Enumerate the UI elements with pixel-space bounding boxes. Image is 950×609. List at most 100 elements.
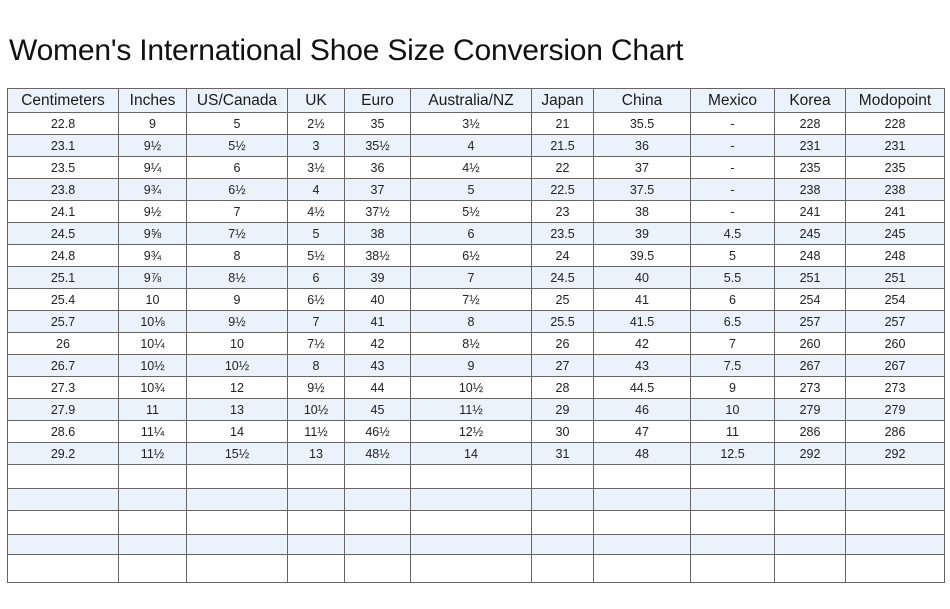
empty-cell <box>531 534 594 555</box>
empty-cell <box>845 464 945 489</box>
empty-cell <box>690 534 775 555</box>
empty-cell <box>774 510 846 535</box>
table-cell: 25 <box>531 288 594 311</box>
table-cell: 9 <box>118 112 187 135</box>
table-cell: 37½ <box>344 200 411 223</box>
table-cell: 4.5 <box>690 222 775 245</box>
empty-cell <box>7 554 119 583</box>
table-cell: 7½ <box>410 288 532 311</box>
empty-cell <box>845 554 945 583</box>
table-cell: 11½ <box>410 398 532 421</box>
empty-cell <box>186 488 288 511</box>
table-cell: 24.1 <box>7 200 119 223</box>
table-cell: 279 <box>845 398 945 421</box>
table-cell: 6 <box>287 266 345 289</box>
table-cell: 3½ <box>287 156 345 179</box>
header-row: Centimeters Inches US/Canada UK Euro Australi… <box>7 88 945 113</box>
table-cell: 37 <box>593 156 691 179</box>
table-cell: 3½ <box>410 112 532 135</box>
table-cell: 25.1 <box>7 266 119 289</box>
table-row: 22.8 9 5 2½ 35 3½ 21 35.5-228 228 <box>7 112 945 135</box>
empty-cell <box>690 488 775 511</box>
table-cell: 39 <box>593 222 691 245</box>
table-cell: 6 <box>410 222 532 245</box>
empty-table-row <box>7 488 945 511</box>
table-cell: 23 <box>531 200 594 223</box>
table-cell: 25.5 <box>531 310 594 333</box>
table-cell: 10¼ <box>118 332 187 355</box>
table-row: 26.7 10½ 10½ 8 43 9 27 43 7.5 267 267 <box>7 354 945 377</box>
table-cell: 35½ <box>344 134 411 157</box>
table-cell: 245 <box>845 222 945 245</box>
table-cell: 24.5 <box>531 266 594 289</box>
table-cell: 46½ <box>344 420 411 443</box>
table-cell: 7 <box>410 266 532 289</box>
empty-cell <box>593 554 691 583</box>
table-cell: 23.5 <box>531 222 594 245</box>
table-cell: 38 <box>593 200 691 223</box>
table-cell: 10 <box>690 398 775 421</box>
table-cell: 9⅞ <box>118 266 187 289</box>
empty-cell <box>287 534 345 555</box>
table-row: 23.8 9¾ 6½ 4 37 5 22.5 37.5-238 238 <box>7 178 945 201</box>
table-row: 23.1 9½ 5½ 3 35½ 4 21.5 36-231 231 <box>7 134 945 157</box>
table-cell: 7.5 <box>690 354 775 377</box>
table-cell: 235 <box>774 156 846 179</box>
table-cell: 9 <box>410 354 532 377</box>
column-header-centimeters: Centimeters <box>7 88 119 113</box>
empty-cell <box>7 510 119 535</box>
table-cell: 286 <box>774 420 846 443</box>
table-cell: 9½ <box>287 376 345 399</box>
table-cell: 14 <box>410 442 532 465</box>
table-cell: 5½ <box>186 134 288 157</box>
table-cell: 26 <box>7 332 119 355</box>
table-cell: 10⅛ <box>118 310 187 333</box>
table-cell: 35.5 <box>593 112 691 135</box>
empty-cell <box>287 464 345 489</box>
table-cell: 5 <box>690 244 775 267</box>
page-title: Women's International Shoe Size Conversi… <box>9 34 684 67</box>
table-cell: 286 <box>845 420 945 443</box>
empty-cell <box>531 488 594 511</box>
table-cell: 6½ <box>287 288 345 311</box>
empty-cell <box>531 510 594 535</box>
table-cell: 9½ <box>118 200 187 223</box>
empty-cell <box>690 554 775 583</box>
empty-cell <box>118 510 187 535</box>
column-header-modopoint: Modopoint <box>845 88 945 113</box>
table-cell: 44 <box>344 376 411 399</box>
table-cell: 11½ <box>118 442 187 465</box>
empty-cell <box>287 510 345 535</box>
empty-cell <box>7 464 119 489</box>
table-cell: 257 <box>845 310 945 333</box>
empty-cell <box>531 554 594 583</box>
table-cell: 257 <box>774 310 846 333</box>
table-cell: - <box>690 156 775 179</box>
empty-cell <box>774 464 846 489</box>
table-cell: 10½ <box>287 398 345 421</box>
empty-cell <box>344 534 411 555</box>
table-cell: 10 <box>118 288 187 311</box>
table-cell: 24.8 <box>7 244 119 267</box>
empty-table-row <box>7 554 945 583</box>
table-cell: - <box>690 112 775 135</box>
table-cell: 8½ <box>186 266 288 289</box>
table-cell: 235 <box>845 156 945 179</box>
empty-cell <box>410 554 532 583</box>
table-cell: 4½ <box>410 156 532 179</box>
table-cell: 9¾ <box>118 244 187 267</box>
table-cell: 41 <box>344 310 411 333</box>
empty-cell <box>690 464 775 489</box>
table-cell: 9½ <box>118 134 187 157</box>
table-cell: 21 <box>531 112 594 135</box>
table-cell: 27 <box>531 354 594 377</box>
table-cell: 5 <box>186 112 288 135</box>
table-cell: 9½ <box>186 310 288 333</box>
table-cell: 238 <box>774 178 846 201</box>
column-header-china: China <box>593 88 691 113</box>
empty-cell <box>845 534 945 555</box>
table-cell: 48 <box>593 442 691 465</box>
table-cell: 245 <box>774 222 846 245</box>
empty-cell <box>593 464 691 489</box>
table-cell: 267 <box>845 354 945 377</box>
